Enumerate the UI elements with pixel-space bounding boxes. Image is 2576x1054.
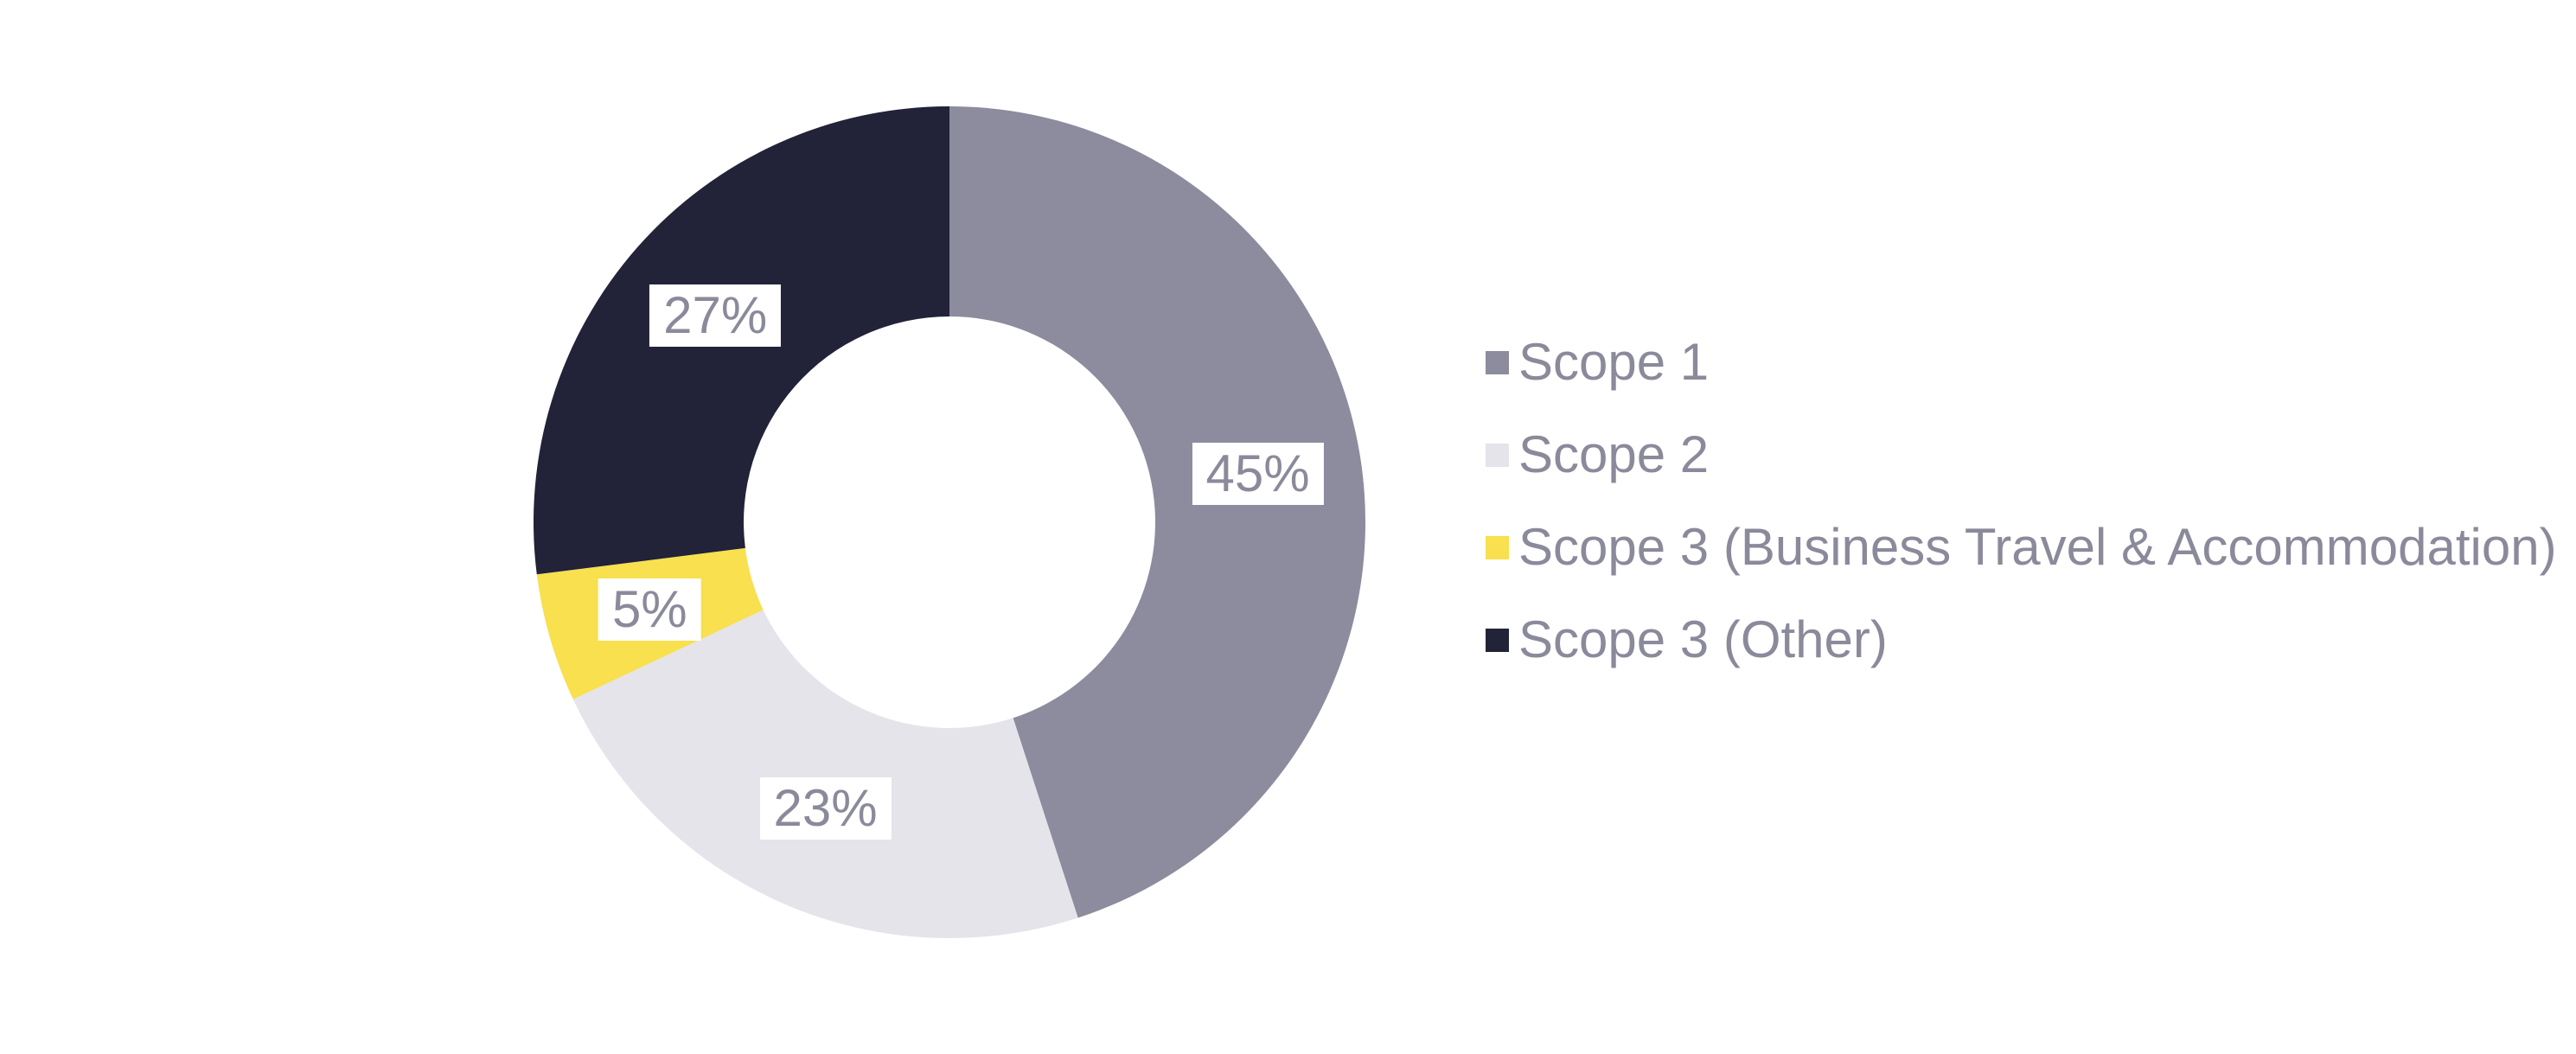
donut-segment-scope-1[interactable] [949, 106, 1366, 918]
segment-value-label: 27% [649, 284, 782, 348]
legend-item-label: Scope 3 (Other) [1518, 610, 1888, 668]
legend-item-scope-2[interactable]: Scope 2 [1486, 425, 2557, 485]
legend-item-label: Scope 1 [1518, 333, 1710, 391]
donut-segment-scope-2[interactable] [572, 610, 1078, 939]
segment-value-label: 45% [1192, 442, 1324, 505]
segment-value-label: 23% [759, 777, 892, 840]
chart-legend: Scope 1 Scope 2 Scope 3 (Business Travel… [1486, 332, 2557, 670]
legend-swatch-icon [1486, 350, 1509, 374]
legend-swatch-icon [1486, 443, 1509, 467]
legend-swatch-icon [1486, 628, 1509, 652]
legend-item-scope-1[interactable]: Scope 1 [1486, 332, 2557, 393]
segment-value-label: 5% [598, 578, 701, 641]
legend-item-scope-3-business-travel[interactable]: Scope 3 (Business Travel & Accommodation… [1486, 517, 2557, 578]
legend-item-label: Scope 3 (Business Travel & Accommodation… [1518, 518, 2557, 576]
legend-swatch-icon [1486, 535, 1509, 559]
legend-item-scope-3-other[interactable]: Scope 3 (Other) [1486, 610, 2557, 670]
legend-item-label: Scope 2 [1518, 425, 1710, 483]
